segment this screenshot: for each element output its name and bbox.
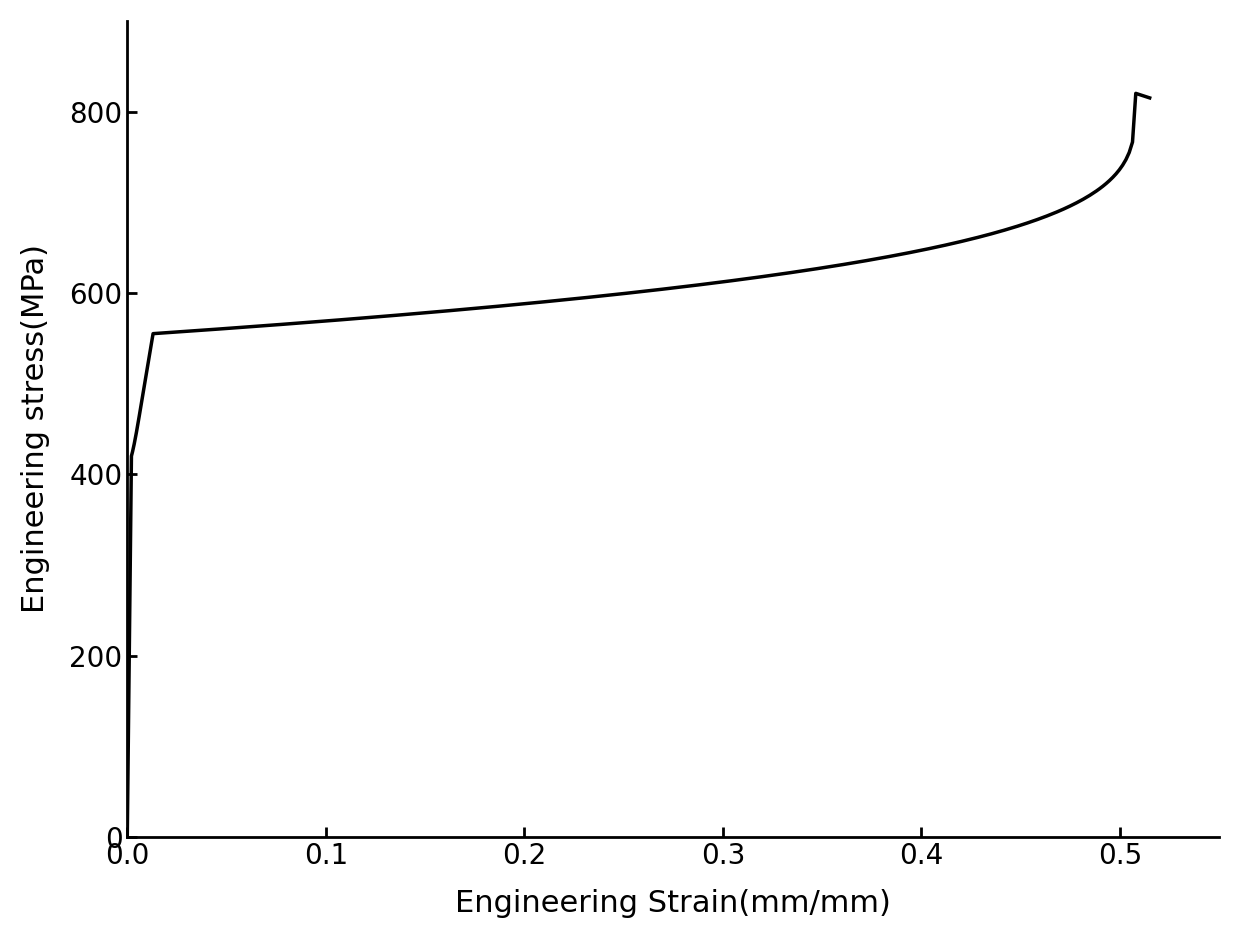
X-axis label: Engineering Strain(mm/mm): Engineering Strain(mm/mm) (455, 889, 892, 918)
Y-axis label: Engineering stress(MPa): Engineering stress(MPa) (21, 244, 50, 613)
